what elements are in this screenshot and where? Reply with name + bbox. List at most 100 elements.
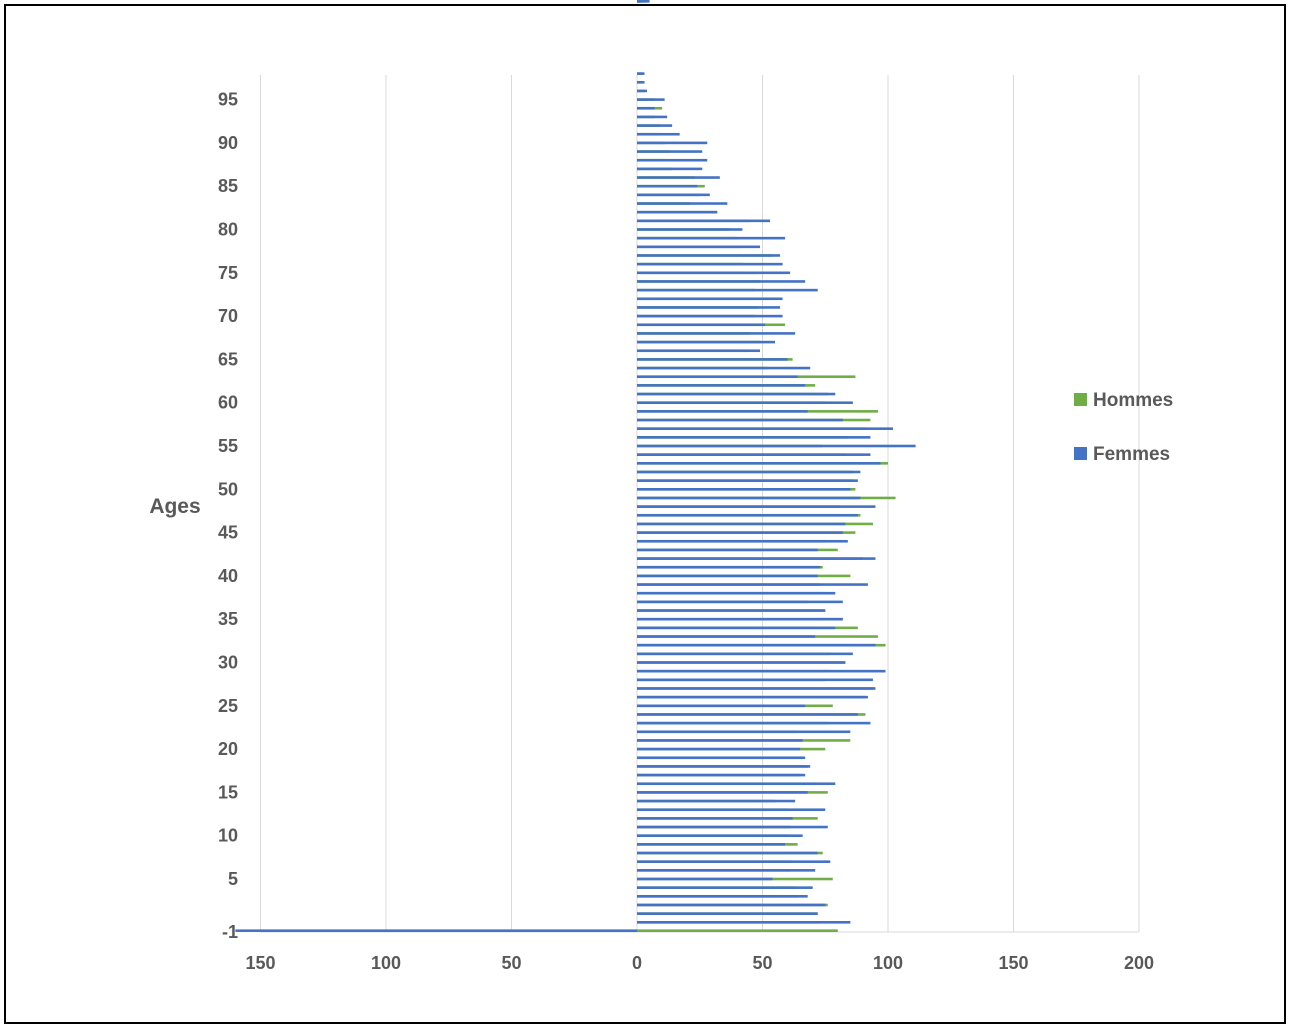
bar-femmes-age-17 <box>637 773 806 777</box>
bar-femmes-age-32 <box>637 643 876 647</box>
bar-femmes-age-39 <box>637 583 868 586</box>
bar-femmes-age-29 <box>637 669 886 673</box>
bar-femmes-age-36 <box>637 609 826 612</box>
bar-femmes-age-40 <box>637 574 818 578</box>
y-tick-label: 10 <box>218 826 238 846</box>
bar-femmes-age-63 <box>637 375 798 379</box>
bar-femmes-age-undefined <box>637 0 650 3</box>
bar-femmes-age-42 <box>637 557 876 560</box>
bar-femmes-age-18 <box>637 765 811 768</box>
bar-femmes-age-undefined <box>637 0 643 3</box>
bar-femmes-age-96 <box>637 89 648 93</box>
bar-femmes-age-45 <box>637 531 843 534</box>
bar-femmes-age-58 <box>637 418 843 422</box>
bar-femmes-age-4 <box>637 886 813 889</box>
bar-femmes-age-20 <box>637 747 801 751</box>
bar-femmes-age-21 <box>637 739 803 742</box>
bar-femmes-age-52 <box>637 470 861 474</box>
bar-femmes-age-83 <box>637 202 728 205</box>
bar-femmes-age-70 <box>637 314 783 318</box>
x-tick-label: 150 <box>245 953 275 973</box>
bar-femmes-age-69 <box>637 323 766 327</box>
bar-femmes-age-81 <box>637 219 771 223</box>
bar-femmes-age-79 <box>637 236 786 240</box>
bar-femmes-age-91 <box>637 132 680 136</box>
bar-femmes-age-37 <box>637 600 843 604</box>
x-tick-label: 50 <box>752 953 772 973</box>
bars <box>235 0 916 932</box>
y-axis-ticks: -1 5 10 15 20 25 30 35 40 45 50 55 60 65 70 75 80 85 90 95 <box>218 90 238 942</box>
bar-femmes-age-56 <box>637 436 871 439</box>
bar-femmes-age-31 <box>637 652 853 656</box>
bar-femmes-age-54 <box>637 453 871 456</box>
bar-femmes-age-41 <box>637 565 821 569</box>
x-tick-label: 150 <box>998 953 1028 973</box>
bar-femmes-age-7 <box>637 860 831 863</box>
bar-femmes-age-11 <box>637 825 828 829</box>
bar-femmes-age-80 <box>637 228 743 231</box>
bar-femmes-age-94 <box>637 106 655 110</box>
bar-femmes-age-38 <box>637 591 836 595</box>
legend: Hommes Femmes <box>1074 390 1173 465</box>
x-tick-label: 100 <box>873 953 903 973</box>
y-tick-label: 60 <box>218 393 238 413</box>
y-tick-label: 30 <box>218 653 238 673</box>
bar-femmes-age-82 <box>637 210 718 214</box>
bar-femmes-age-64 <box>637 366 811 370</box>
bar-femmes-age-26 <box>637 695 868 699</box>
y-tick-label: 80 <box>218 220 238 240</box>
bar-femmes-age-88 <box>637 158 708 162</box>
y-tick-label: 55 <box>218 436 238 456</box>
y-tick-label: 20 <box>218 739 238 759</box>
bar-femmes-age-65 <box>637 358 788 361</box>
x-tick-label: 0 <box>632 953 642 973</box>
bar-femmes-age-89 <box>637 150 703 153</box>
x-tick-label: 200 <box>1124 953 1154 973</box>
bar-femmes-age-33 <box>637 635 816 638</box>
x-tick-label: 100 <box>371 953 401 973</box>
bar-femmes-age-59 <box>637 410 808 413</box>
y-tick-label: 90 <box>218 133 238 153</box>
legend-swatch-hommes <box>1074 393 1087 406</box>
bar-femmes-age-0 <box>637 921 851 924</box>
bar-femmes-age-34 <box>637 626 836 630</box>
bar-femmes-age-8 <box>637 851 818 855</box>
bar-femmes-age-55 <box>637 444 916 448</box>
y-tick-label: -1 <box>222 922 238 942</box>
y-tick-label: 85 <box>218 176 238 196</box>
bar-femmes-age-27 <box>637 687 876 690</box>
bar-femmes-age-47 <box>637 513 858 517</box>
bar-femmes-age-3 <box>637 895 808 898</box>
bar-femmes-age-78 <box>637 245 760 249</box>
bar-femmes-age-19 <box>637 756 806 760</box>
bar-femmes-age-84 <box>637 193 710 197</box>
bar-femmes-age-93 <box>637 115 668 119</box>
bar-femmes-age-25 <box>637 704 806 708</box>
y-tick-label: 50 <box>218 479 238 499</box>
bar-femmes-age-60 <box>637 401 853 404</box>
bar-femmes-age-72 <box>637 297 783 301</box>
bar-femmes-age-97 <box>637 80 645 84</box>
y-tick-label: 95 <box>218 90 238 110</box>
bar-femmes-age-68 <box>637 332 796 335</box>
bar-femmes-age-23 <box>637 721 871 725</box>
legend-label-hommes: Hommes <box>1093 390 1173 411</box>
bar-hommes-age--1 <box>637 929 838 932</box>
x-axis-ticks: 150 100 50 0 50 100 150 200 <box>245 953 1154 973</box>
y-tick-label: 5 <box>228 869 238 889</box>
bar-femmes-age-14 <box>637 799 796 803</box>
bar-femmes-age-1 <box>637 912 818 915</box>
bar-femmes-age-75 <box>637 271 791 275</box>
legend-label-femmes: Femmes <box>1093 444 1170 465</box>
y-tick-label: 40 <box>218 566 238 586</box>
y-axis-label: Ages <box>149 495 200 518</box>
bar-femmes-age-10 <box>637 834 803 837</box>
y-tick-label: 75 <box>218 263 238 283</box>
bar-femmes-age-16 <box>637 782 836 786</box>
bar-femmes-age-15 <box>637 791 808 794</box>
bar-femmes-age-73 <box>637 288 818 292</box>
bar-femmes-age-77 <box>637 254 781 257</box>
bar-femmes-age-53 <box>637 462 881 465</box>
y-tick-label: 25 <box>218 696 238 716</box>
